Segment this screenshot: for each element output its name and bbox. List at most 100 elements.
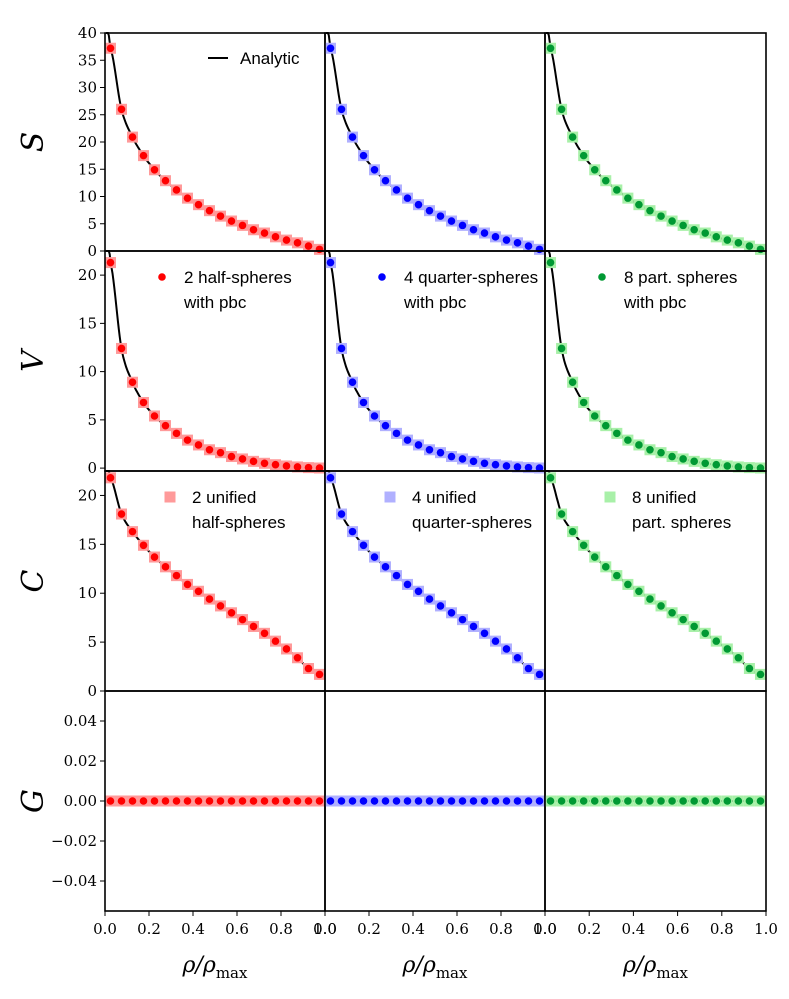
pbc-marker <box>546 474 555 482</box>
pbc-marker <box>613 571 621 580</box>
pbc-marker <box>579 151 588 160</box>
y-tick-label: 30 <box>78 79 97 97</box>
x-tick-label: 0.2 <box>577 920 601 938</box>
pbc-marker <box>458 221 467 230</box>
pbc-marker <box>668 797 676 805</box>
pbc-marker <box>326 44 335 53</box>
x-tick-label: 0.6 <box>666 920 690 938</box>
pbc-marker <box>524 664 533 673</box>
y-tick-label: 10 <box>78 584 97 602</box>
pbc-marker <box>403 194 412 202</box>
pbc-marker <box>139 797 148 805</box>
pbc-marker <box>524 242 533 250</box>
pbc-marker <box>745 463 754 472</box>
pbc-marker <box>414 200 423 209</box>
pbc-marker <box>370 797 379 805</box>
pbc-marker <box>381 176 390 185</box>
pbc-marker <box>568 797 577 805</box>
pbc-marker <box>194 797 203 805</box>
pbc-marker <box>535 245 544 254</box>
pbc-marker <box>524 797 533 805</box>
pbc-marker <box>161 421 170 430</box>
pbc-marker <box>337 510 346 518</box>
pbc-marker <box>128 797 137 805</box>
pbc-marker <box>403 797 412 805</box>
legend-pbc-label-2: with pbc <box>403 293 467 312</box>
pbc-marker <box>624 797 632 805</box>
x-axis-label-main: ρ/ρ <box>622 953 656 978</box>
pbc-marker <box>414 441 423 449</box>
pbc-marker <box>513 239 522 247</box>
pbc-marker <box>646 797 654 805</box>
pbc-marker <box>260 229 269 237</box>
pbc-marker <box>260 629 269 638</box>
pbc-marker <box>183 580 192 589</box>
pbc-marker <box>370 165 379 174</box>
y-tick-label: −0.04 <box>51 872 97 890</box>
pbc-marker <box>436 797 445 805</box>
pbc-marker <box>458 615 467 624</box>
pbc-marker <box>216 602 225 610</box>
pbc-marker <box>491 233 500 241</box>
pbc-marker <box>381 421 390 430</box>
x-tick-label: 0.2 <box>137 920 161 938</box>
y-tick-label: 5 <box>87 633 97 651</box>
pbc-marker <box>723 645 732 653</box>
pbc-marker <box>712 637 721 645</box>
pbc-marker <box>315 797 324 805</box>
pbc-marker <box>238 221 247 230</box>
pbc-marker <box>723 797 732 805</box>
pbc-marker <box>690 622 698 631</box>
pbc-marker <box>679 797 687 805</box>
pbc-marker <box>392 186 401 194</box>
pbc-marker <box>425 595 434 603</box>
y-tick-label: 0 <box>87 682 97 700</box>
pbc-marker <box>161 563 170 571</box>
pbc-marker <box>172 429 181 438</box>
pbc-marker <box>657 212 665 220</box>
pbc-marker <box>139 398 148 407</box>
pbc-marker <box>579 398 588 407</box>
pbc-marker <box>723 236 732 244</box>
pbc-marker <box>447 608 456 617</box>
y-tick-label: 10 <box>78 363 97 381</box>
y-tick-label: 0.04 <box>64 712 97 730</box>
pbc-marker <box>513 797 522 805</box>
x-tick-label: 0.2 <box>357 920 381 938</box>
pbc-marker <box>502 645 511 653</box>
pbc-marker <box>271 797 280 805</box>
pbc-marker <box>635 441 643 449</box>
pbc-marker <box>502 797 511 805</box>
pbc-marker <box>392 429 401 438</box>
pbc-marker <box>756 245 765 254</box>
legend-analytic-label: Analytic <box>240 49 300 68</box>
pbc-marker <box>513 653 522 662</box>
pbc-marker <box>172 186 181 194</box>
pbc-marker <box>117 344 126 353</box>
pbc-marker <box>734 797 743 805</box>
pbc-marker <box>370 412 379 420</box>
pbc-marker <box>635 587 643 596</box>
pbc-marker <box>624 580 632 589</box>
pbc-marker <box>216 448 225 457</box>
pbc-marker <box>359 151 368 160</box>
pbc-marker <box>756 797 765 805</box>
y-tick-label: 0 <box>87 242 97 260</box>
pbc-marker <box>734 239 743 247</box>
pbc-marker <box>282 797 291 805</box>
pbc-marker <box>425 445 434 454</box>
x-tick-label: 0.6 <box>445 920 469 938</box>
x-axis-label-sub: max <box>656 964 688 982</box>
pbc-marker <box>524 463 533 472</box>
y-tick-label: 20 <box>78 133 97 151</box>
pbc-marker <box>690 457 698 466</box>
pbc-marker <box>381 797 390 805</box>
x-axis-label: ρ/ρmax <box>182 953 248 982</box>
pbc-marker <box>326 474 335 482</box>
panel-r0-c2 <box>544 32 767 255</box>
y-tick-label: −0.02 <box>51 832 97 850</box>
pbc-marker <box>205 206 214 215</box>
pbc-marker <box>260 797 269 805</box>
x-tick-label: 0.4 <box>621 920 645 938</box>
x-axis-label-main: ρ/ρ <box>402 953 436 978</box>
